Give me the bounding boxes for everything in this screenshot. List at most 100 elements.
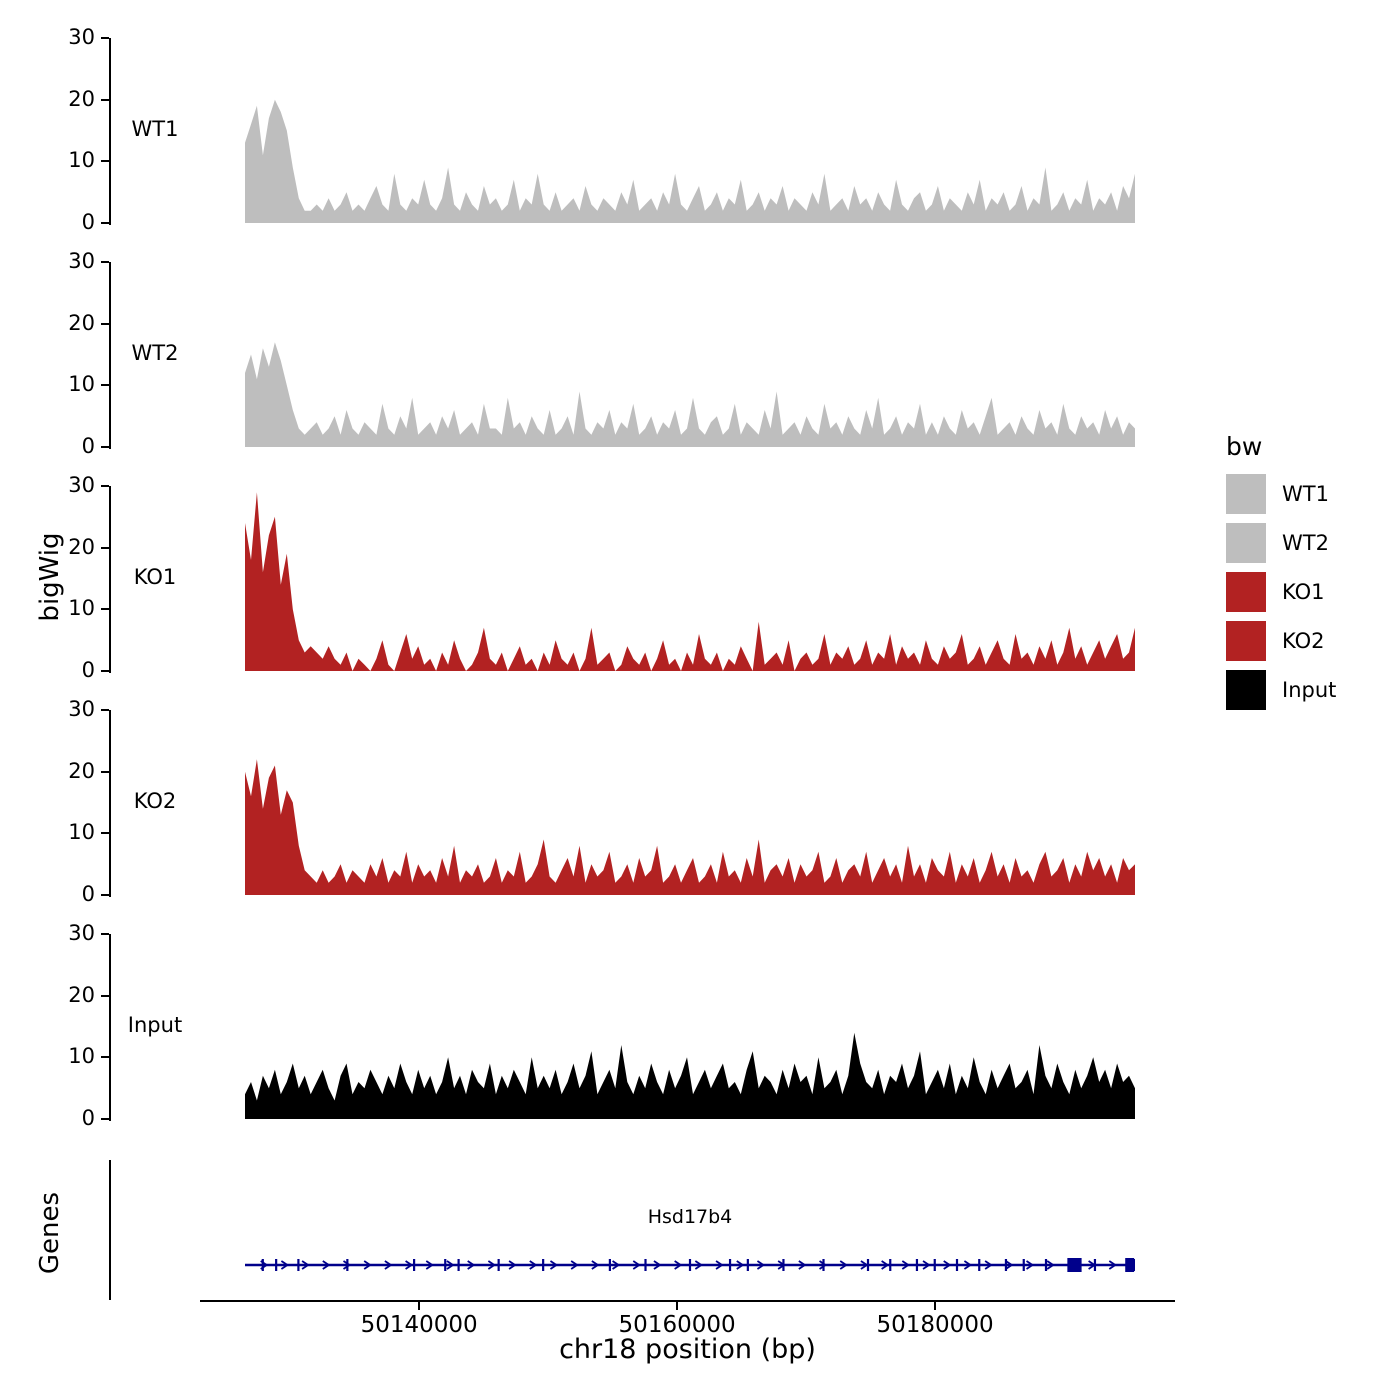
strand-arrow [674, 1260, 683, 1270]
strand-arrow [591, 1260, 600, 1270]
y-axis-line [109, 486, 111, 673]
y-tick [101, 160, 109, 163]
track-label-WT1: WT1 [131, 116, 179, 141]
coverage-svg-WT1 [245, 99, 1135, 223]
legend-title: bw [1226, 432, 1263, 461]
coverage-svg-Input [245, 1032, 1135, 1119]
strand-arrow [280, 1260, 290, 1270]
y-axis-line [109, 262, 111, 449]
strand-arrow [612, 1260, 621, 1270]
x-tick [418, 1302, 421, 1310]
strand-arrow [549, 1260, 559, 1270]
strand-arrow [715, 1260, 724, 1270]
genes-axis-title: Genes [35, 1191, 65, 1275]
strand-arrow [301, 1260, 310, 1270]
strand-arrow [446, 1260, 455, 1270]
legend-label-WT1: WT1 [1282, 482, 1329, 506]
x-tick [676, 1302, 679, 1310]
y-tick-label: 0 [81, 1106, 95, 1130]
legend-label-Input: Input [1282, 678, 1337, 702]
strand-arrow [798, 1260, 807, 1270]
y-tick [101, 670, 109, 672]
y-tick [101, 222, 109, 224]
y-tick-label: 30 [68, 25, 95, 49]
strand-arrow [1026, 1260, 1035, 1270]
y-tick-label: 30 [68, 697, 95, 721]
y-tick-label: 30 [68, 473, 95, 497]
y-tick-label: 30 [68, 921, 95, 945]
y-tick-label: 0 [81, 882, 95, 906]
y-axis-line [109, 934, 111, 1121]
coverage-area-KO2 [245, 759, 1135, 895]
strand-arrow [901, 1260, 910, 1270]
y-tick-label: 10 [68, 1044, 95, 1069]
y-tick-label: 20 [68, 758, 95, 783]
y-tick-label: 30 [68, 249, 95, 273]
y-tick [101, 770, 109, 773]
legend-swatch-Input [1226, 670, 1266, 710]
strand-arrow [736, 1260, 745, 1270]
strand-arrow [1046, 1260, 1055, 1270]
y-axis-line [109, 710, 111, 897]
y-tick-label: 20 [68, 982, 95, 1007]
track-label-KO2: KO2 [133, 788, 177, 813]
strand-arrow [694, 1260, 703, 1270]
strand-arrow [819, 1260, 828, 1270]
y-tick-label: 10 [68, 596, 95, 621]
legend-label-WT2: WT2 [1282, 531, 1329, 555]
x-tick-label: 50180000 [876, 1312, 994, 1338]
exon-box [1125, 1258, 1135, 1272]
y-axis-title: bigWig [35, 532, 65, 622]
x-axis-line [200, 1300, 1175, 1302]
y-tick [101, 322, 109, 325]
y-tick-label: 20 [68, 310, 95, 335]
y-axis-line [109, 38, 111, 225]
y-tick [101, 832, 109, 835]
y-tick-label: 10 [68, 148, 95, 173]
strand-arrow [963, 1260, 973, 1270]
y-tick-label: 10 [68, 372, 95, 397]
coverage-area-WT1 [245, 99, 1135, 223]
strand-arrow [1005, 1260, 1014, 1270]
y-tick-label: 0 [81, 434, 95, 458]
y-tick [101, 37, 109, 39]
legend-label-KO2: KO2 [1282, 629, 1325, 653]
y-tick-label: 20 [68, 534, 95, 559]
strand-arrow [984, 1260, 993, 1270]
track-label-WT2: WT2 [131, 340, 179, 365]
exon-box [1067, 1258, 1082, 1272]
strand-arrow [322, 1260, 331, 1270]
y-tick [101, 98, 109, 101]
strand-arrow [922, 1260, 931, 1270]
y-tick-label: 20 [68, 86, 95, 111]
coverage-area-KO1 [245, 492, 1135, 671]
x-tick [934, 1302, 937, 1310]
coverage-area-Input [245, 1032, 1135, 1119]
legend-swatch-WT1 [1226, 474, 1266, 514]
strand-arrow [405, 1260, 414, 1270]
strand-arrow [342, 1260, 352, 1270]
legend-swatch-WT2 [1226, 523, 1266, 563]
y-tick [101, 446, 109, 448]
strand-arrow [384, 1260, 393, 1270]
y-tick [101, 1056, 109, 1059]
legend-swatch-KO2 [1226, 621, 1266, 661]
x-tick-label: 50140000 [360, 1312, 478, 1338]
strand-arrow [508, 1260, 517, 1270]
coverage-svg-KO1 [245, 492, 1135, 671]
strand-arrow [632, 1260, 641, 1270]
y-tick [101, 546, 109, 549]
y-tick [101, 994, 109, 997]
gene-axis-line [109, 1160, 111, 1300]
y-tick [101, 894, 109, 896]
strand-arrow [653, 1260, 662, 1270]
gene-model-svg [245, 1258, 1135, 1272]
strand-arrow [943, 1260, 952, 1270]
strand-arrow [756, 1260, 766, 1270]
y-tick-label: 0 [81, 658, 95, 682]
x-axis-title: chr18 position (bp) [559, 1334, 816, 1365]
strand-arrow [1108, 1260, 1117, 1270]
track-label-KO1: KO1 [133, 564, 177, 589]
y-tick [101, 261, 109, 263]
